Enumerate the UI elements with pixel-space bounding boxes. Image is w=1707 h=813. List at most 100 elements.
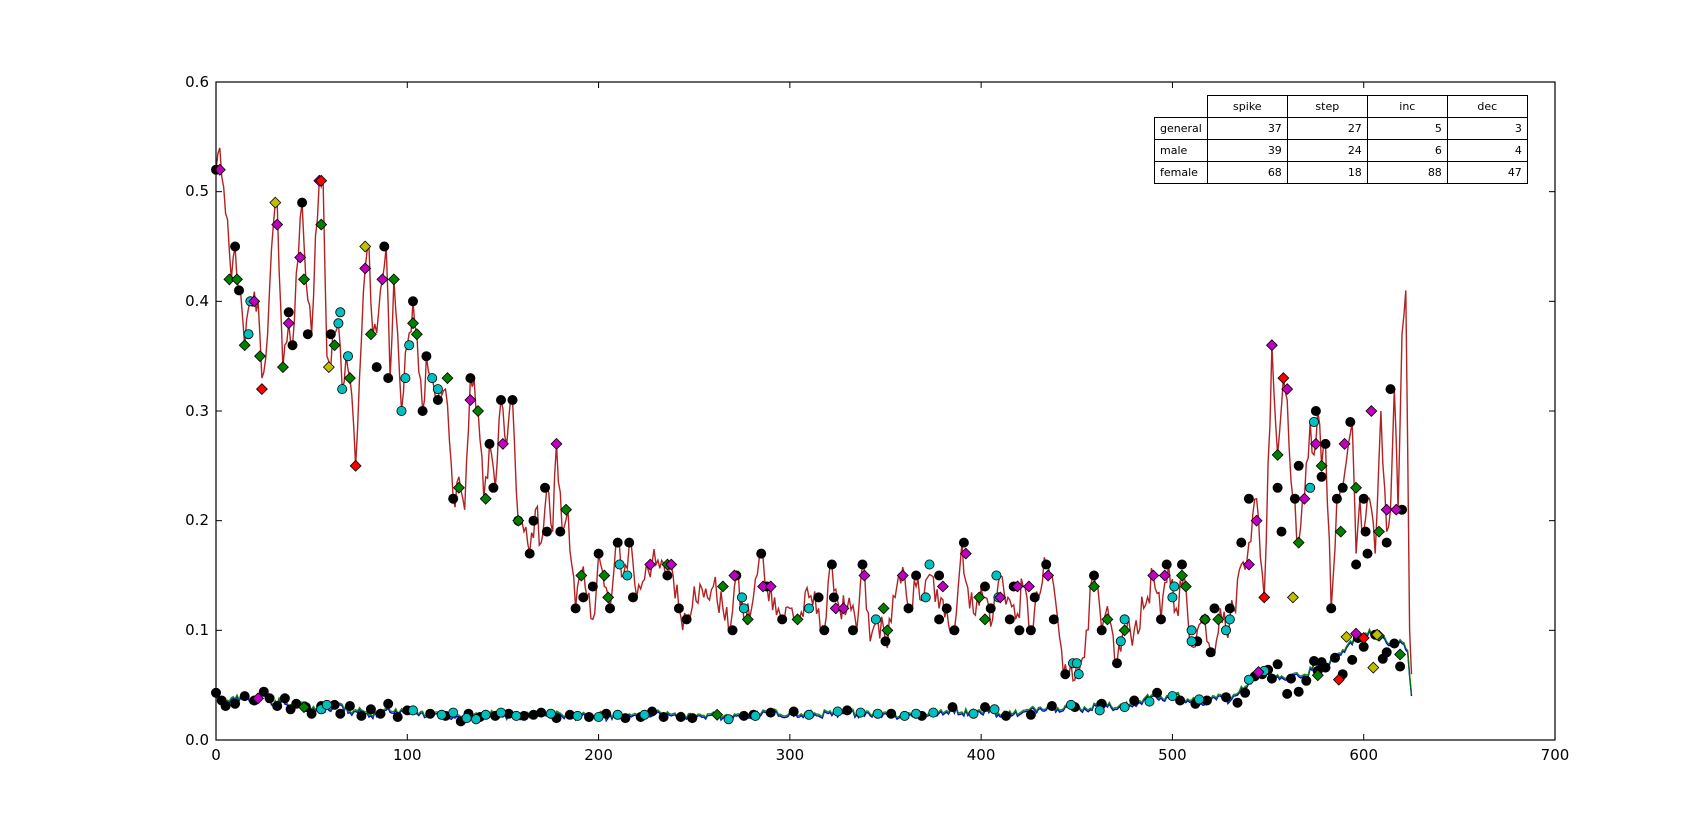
marker-diamond-green bbox=[598, 569, 611, 582]
marker-diamond-green bbox=[1198, 613, 1211, 626]
marker-diamond-magenta bbox=[1252, 666, 1265, 678]
marker-circle-cyan bbox=[804, 603, 815, 614]
marker-diamond-green bbox=[877, 602, 890, 615]
marker-diamond-magenta bbox=[1242, 558, 1255, 571]
marker-circle-cyan bbox=[639, 709, 650, 720]
table-cell: 47 bbox=[1446, 161, 1528, 184]
marker-circle-black bbox=[528, 515, 539, 526]
marker-diamond-red bbox=[1258, 591, 1271, 604]
marker-circle-black bbox=[1025, 625, 1036, 636]
marker-diamond-green bbox=[560, 503, 573, 516]
marker-circle-black bbox=[958, 537, 969, 548]
marker-circle-black bbox=[1152, 687, 1163, 698]
marker-diamond-green bbox=[364, 328, 377, 341]
marker-diamond-red bbox=[1357, 632, 1370, 644]
marker-circle-black bbox=[1301, 675, 1312, 686]
marker-diamond-green bbox=[410, 328, 423, 341]
marker-diamond-magenta bbox=[896, 569, 909, 582]
marker-circle-black bbox=[662, 570, 673, 581]
marker-circle-black bbox=[1096, 625, 1107, 636]
marker-circle-cyan bbox=[432, 384, 443, 395]
marker-diamond-green bbox=[741, 613, 754, 626]
marker-diamond-magenta bbox=[1158, 569, 1171, 582]
marker-circle-cyan bbox=[1071, 658, 1082, 669]
marker-diamond-magenta bbox=[1042, 569, 1055, 582]
marker-circle-black bbox=[675, 712, 686, 723]
table-corner-cell bbox=[1155, 96, 1208, 118]
x-tick-label: 600 bbox=[1349, 746, 1378, 764]
marker-circle-cyan bbox=[920, 592, 931, 603]
marker-diamond-magenta bbox=[728, 569, 741, 582]
marker-circle-cyan bbox=[333, 318, 344, 329]
marker-circle-black bbox=[495, 394, 506, 405]
marker-diamond-yellow bbox=[322, 361, 335, 374]
marker-circle-cyan bbox=[1073, 669, 1084, 680]
marker-circle-black bbox=[673, 603, 684, 614]
marker-circle-black bbox=[941, 603, 952, 614]
marker-circle-black bbox=[1004, 614, 1015, 625]
marker-circle-black bbox=[425, 708, 436, 719]
marker-diamond-magenta bbox=[496, 437, 509, 450]
marker-circle-black bbox=[1360, 526, 1371, 537]
marker-diamond-magenta bbox=[1022, 580, 1035, 593]
marker-circle-black bbox=[233, 285, 244, 296]
marker-circle-black bbox=[287, 340, 298, 351]
marker-diamond-red bbox=[1277, 372, 1290, 385]
marker-circle-black bbox=[1320, 438, 1331, 449]
marker-circle-black bbox=[1112, 658, 1123, 669]
marker-diamond-green bbox=[1101, 613, 1114, 626]
marker-diamond-magenta bbox=[1338, 437, 1351, 450]
marker-circle-black bbox=[1286, 673, 1297, 684]
table-col-header: step bbox=[1286, 95, 1368, 118]
marker-diamond-green bbox=[1334, 525, 1347, 538]
axis-ticks bbox=[215, 81, 1556, 741]
marker-diamond-green bbox=[1373, 525, 1385, 538]
marker-circle-cyan bbox=[511, 710, 522, 721]
marker-circle-black bbox=[1289, 493, 1300, 504]
marker-circle-black bbox=[1266, 673, 1277, 684]
x-tick-label: 700 bbox=[1541, 746, 1570, 764]
marker-circle-cyan bbox=[396, 405, 407, 416]
marker-diamond-green bbox=[276, 361, 289, 374]
marker-circle-black bbox=[375, 708, 386, 719]
marker-circle-cyan bbox=[1224, 614, 1235, 625]
table-row: female 68 18 88 47 bbox=[1154, 161, 1528, 184]
table-cell: 88 bbox=[1366, 161, 1448, 184]
marker-circle-black bbox=[756, 548, 767, 559]
marker-circle-cyan bbox=[1119, 614, 1130, 625]
marker-diamond-red bbox=[255, 383, 268, 396]
marker-diamond-green bbox=[343, 372, 356, 385]
marker-circle-cyan bbox=[1167, 592, 1178, 603]
x-tick-label: 100 bbox=[393, 746, 422, 764]
marker-circle-black bbox=[1282, 688, 1293, 699]
marker-circle-black bbox=[681, 614, 692, 625]
marker-circle-cyan bbox=[1243, 674, 1254, 685]
marker-circle-cyan bbox=[1066, 699, 1077, 710]
marker-circle-cyan bbox=[832, 706, 843, 717]
marker-diamond-magenta bbox=[994, 591, 1007, 604]
marker-circle-black bbox=[291, 698, 302, 709]
marker-circle-cyan bbox=[342, 351, 353, 362]
marker-circle-black bbox=[1316, 471, 1327, 482]
marker-circle-black bbox=[934, 570, 945, 581]
table-col-header: spike bbox=[1206, 95, 1288, 118]
marker-circle-black bbox=[911, 570, 922, 581]
y-tick-label: 0.1 bbox=[185, 621, 209, 639]
marker-diamond-green bbox=[315, 218, 328, 231]
marker-diamond-magenta bbox=[464, 394, 477, 406]
marker-circle-black bbox=[379, 241, 390, 252]
marker-circle-black bbox=[507, 394, 518, 405]
marker-circle-cyan bbox=[427, 373, 438, 384]
marker-circle-black bbox=[230, 241, 241, 252]
table-cell: 37 bbox=[1206, 117, 1288, 140]
marker-diamond-green bbox=[407, 317, 419, 330]
marker-circle-black bbox=[371, 362, 382, 373]
marker-circle-cyan bbox=[480, 709, 491, 720]
marker-circle-black bbox=[985, 603, 996, 614]
table-row: general 37 27 5 3 bbox=[1154, 117, 1528, 140]
marker-circle-black bbox=[1209, 603, 1220, 614]
marker-circle-black bbox=[283, 307, 294, 318]
marker-circle-black bbox=[524, 548, 535, 559]
marker-circle-cyan bbox=[495, 707, 506, 718]
marker-diamond-magenta bbox=[1147, 569, 1160, 582]
